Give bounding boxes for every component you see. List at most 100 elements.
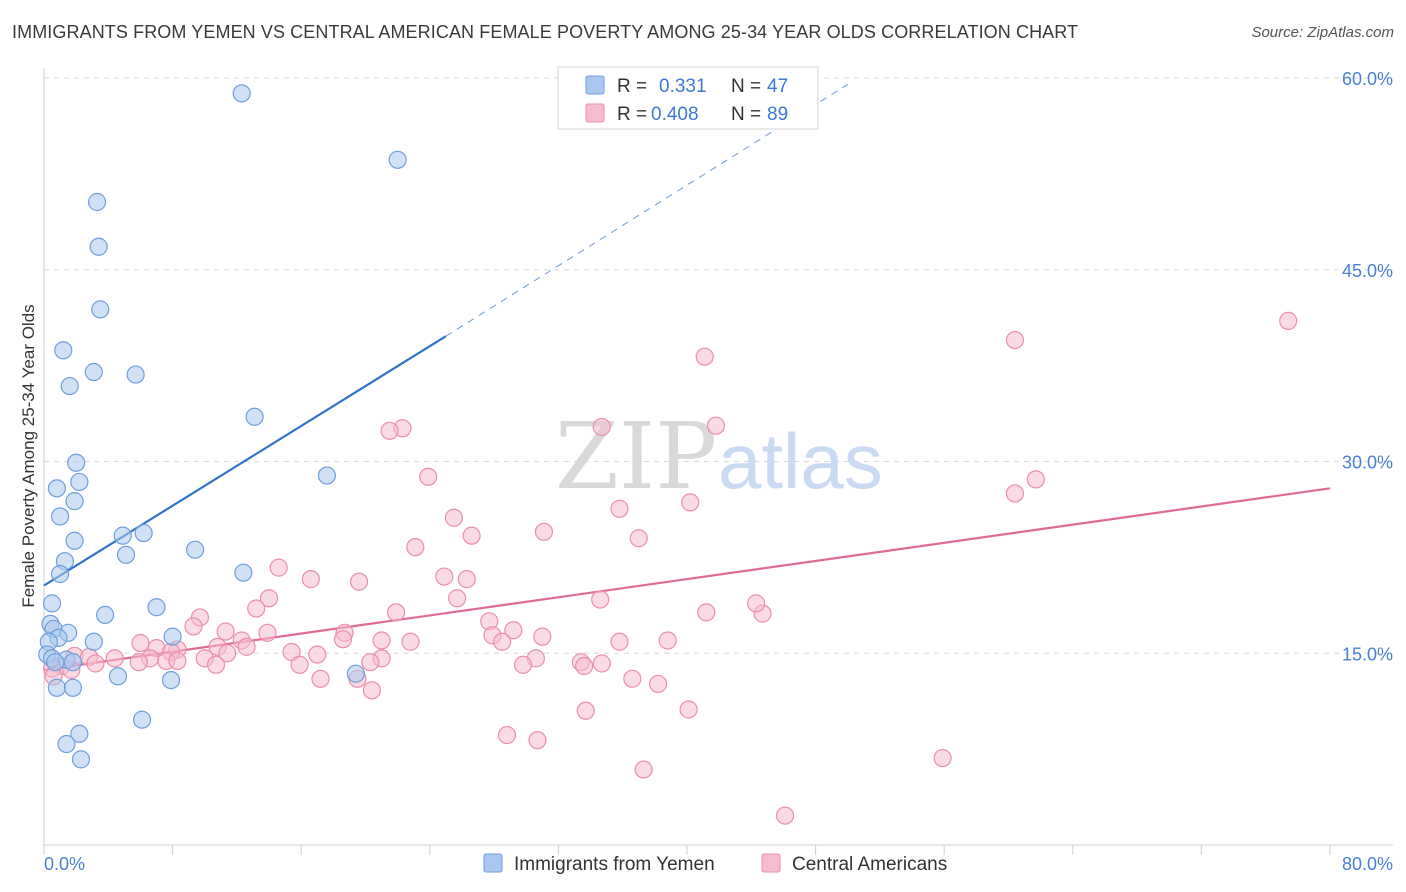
point-central-american bbox=[457, 570, 476, 589]
bottom-legend-swatch-central bbox=[761, 853, 781, 873]
point-central-american bbox=[497, 725, 517, 745]
chart-title: IMMIGRANTS FROM YEMEN VS CENTRAL AMERICA… bbox=[12, 22, 1079, 42]
point-yemen bbox=[147, 598, 166, 617]
point-yemen bbox=[87, 192, 107, 212]
point-yemen bbox=[134, 523, 153, 543]
legend-n-value-2: 89 bbox=[767, 104, 788, 125]
point-central-american bbox=[575, 656, 594, 676]
point-central-american bbox=[184, 617, 203, 636]
point-central-american bbox=[1279, 311, 1298, 330]
point-central-american bbox=[462, 526, 481, 545]
point-central-american bbox=[648, 674, 668, 694]
point-yemen bbox=[57, 734, 76, 754]
y-tick-label: 60.0% bbox=[1342, 69, 1393, 89]
axes bbox=[43, 68, 1393, 855]
point-yemen bbox=[113, 526, 132, 545]
point-central-american bbox=[206, 655, 226, 674]
point-central-american bbox=[610, 632, 629, 651]
point-central-american bbox=[380, 421, 399, 440]
point-central-american bbox=[1005, 484, 1025, 503]
point-central-american bbox=[534, 522, 554, 541]
legend-n-label-1: N = bbox=[731, 76, 761, 97]
point-yemen bbox=[65, 531, 84, 550]
point-yemen bbox=[232, 84, 251, 103]
point-central-american bbox=[419, 467, 438, 486]
point-central-american bbox=[237, 637, 256, 656]
point-yemen bbox=[71, 750, 91, 769]
legend: R = 0.331 N = 47 R = 0.408 N = 89 bbox=[557, 66, 819, 130]
bottom-legend-label-yemen: Immigrants from Yemen bbox=[514, 854, 715, 875]
legend-swatch-pink bbox=[585, 103, 605, 123]
point-central-american bbox=[747, 594, 766, 613]
point-central-american bbox=[681, 493, 700, 512]
point-central-american bbox=[282, 642, 301, 662]
point-central-american bbox=[301, 570, 320, 589]
data-points bbox=[38, 84, 1298, 825]
point-central-american bbox=[629, 529, 648, 548]
legend-n-value-1: 47 bbox=[767, 76, 788, 97]
point-central-american bbox=[86, 654, 105, 673]
point-yemen bbox=[126, 365, 145, 384]
point-yemen bbox=[42, 594, 62, 613]
legend-swatch-blue bbox=[585, 75, 605, 95]
bottom-legend-swatch-yemen bbox=[483, 853, 503, 873]
trend-central-american bbox=[43, 487, 1331, 671]
point-central-american bbox=[247, 599, 266, 618]
watermark-atlas: atlas bbox=[718, 417, 883, 505]
point-central-american bbox=[504, 621, 523, 640]
legend-r-label-2: R = bbox=[617, 104, 647, 125]
trend-yemen bbox=[43, 335, 447, 587]
point-yemen bbox=[46, 653, 65, 672]
point-central-american bbox=[435, 567, 454, 586]
point-yemen bbox=[84, 362, 103, 382]
point-central-american bbox=[610, 499, 629, 518]
point-central-american bbox=[372, 631, 391, 650]
legend-n-label-2: N = bbox=[731, 104, 761, 125]
source-label: Source: ZipAtlas.com bbox=[1251, 24, 1394, 41]
point-yemen bbox=[116, 545, 136, 564]
point-central-american bbox=[105, 649, 124, 668]
y-tick-labels: 15.0% 30.0% 45.0% 60.0% bbox=[1342, 69, 1393, 664]
legend-r-label-1: R = bbox=[617, 76, 647, 97]
point-yemen bbox=[163, 627, 182, 646]
point-central-american bbox=[311, 669, 330, 688]
point-central-american bbox=[528, 731, 547, 750]
point-central-american bbox=[218, 644, 237, 663]
point-yemen bbox=[89, 237, 108, 256]
point-central-american bbox=[361, 653, 380, 672]
bottom-legend-label-central: Central Americans bbox=[792, 854, 947, 875]
point-central-american bbox=[695, 347, 714, 366]
point-yemen bbox=[346, 664, 365, 683]
point-central-american bbox=[168, 651, 187, 671]
point-central-american bbox=[259, 589, 279, 608]
point-yemen bbox=[54, 341, 73, 360]
trend-lines bbox=[43, 83, 1331, 671]
point-central-american bbox=[591, 590, 610, 609]
point-central-american bbox=[623, 669, 642, 688]
point-central-american bbox=[1026, 470, 1045, 489]
point-central-american bbox=[576, 701, 595, 720]
point-central-american bbox=[401, 632, 420, 651]
point-central-american bbox=[406, 538, 425, 557]
point-yemen bbox=[95, 605, 115, 625]
x-tick-label-max: 80.0% bbox=[1342, 854, 1393, 874]
point-central-american bbox=[592, 654, 611, 673]
point-central-american bbox=[533, 627, 552, 646]
legend-r-value-2: 0.408 bbox=[651, 104, 699, 125]
point-yemen bbox=[317, 466, 337, 485]
point-central-american bbox=[658, 631, 677, 650]
point-yemen bbox=[388, 150, 407, 169]
point-central-american bbox=[634, 760, 653, 779]
point-central-american bbox=[269, 558, 288, 577]
point-yemen bbox=[234, 563, 253, 582]
point-central-american bbox=[131, 633, 150, 653]
y-tick-label: 30.0% bbox=[1342, 453, 1393, 473]
point-central-american bbox=[448, 589, 467, 608]
y-tick-label: 15.0% bbox=[1342, 644, 1393, 664]
point-central-american bbox=[349, 572, 369, 591]
point-central-american bbox=[333, 630, 353, 649]
point-central-american bbox=[706, 416, 726, 435]
point-yemen bbox=[70, 724, 89, 743]
point-central-american bbox=[775, 806, 795, 825]
point-yemen bbox=[70, 472, 89, 492]
